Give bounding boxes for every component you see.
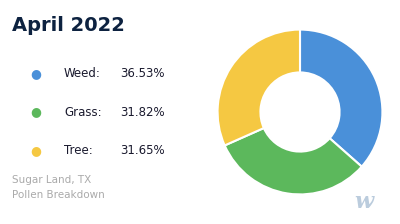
- Text: ●: ●: [30, 67, 42, 80]
- Text: ●: ●: [30, 144, 42, 157]
- Text: 31.82%: 31.82%: [120, 106, 165, 118]
- Wedge shape: [225, 128, 362, 194]
- Text: w: w: [354, 191, 374, 213]
- Wedge shape: [218, 30, 300, 145]
- Text: Tree:: Tree:: [64, 144, 93, 157]
- Text: April 2022: April 2022: [12, 16, 125, 35]
- Text: Grass:: Grass:: [64, 106, 102, 118]
- Wedge shape: [300, 30, 382, 167]
- Text: 31.65%: 31.65%: [120, 144, 165, 157]
- Text: Weed:: Weed:: [64, 67, 101, 80]
- Text: 36.53%: 36.53%: [120, 67, 164, 80]
- Text: Sugar Land, TX
Pollen Breakdown: Sugar Land, TX Pollen Breakdown: [12, 175, 105, 200]
- Text: ●: ●: [30, 106, 42, 118]
